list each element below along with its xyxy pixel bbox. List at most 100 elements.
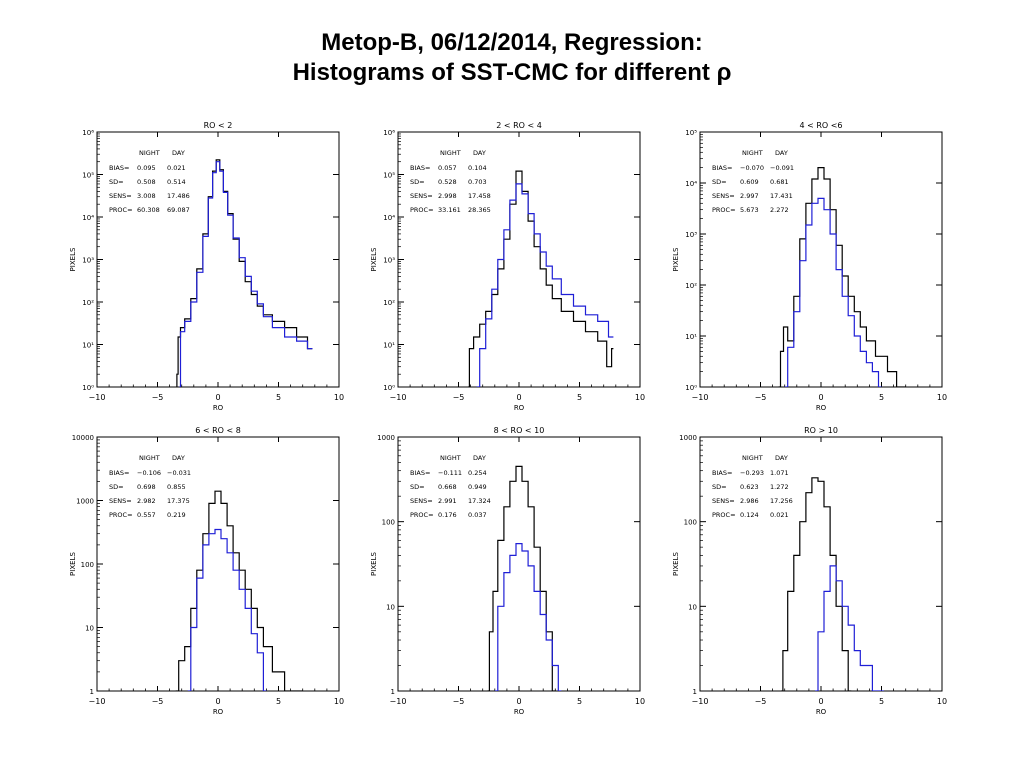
y-tick-label: 10	[85, 625, 94, 633]
stats-label: PROC=	[109, 206, 133, 214]
panel-title: 6 < RO < 8	[195, 426, 241, 435]
y-tick-label: 10³	[383, 257, 395, 265]
stats-night-value: 0.124	[740, 511, 759, 519]
panel-title: RO < 2	[204, 121, 233, 130]
y-tick-label: 10000	[72, 434, 94, 442]
slide-title-line2: Histograms of SST-CMC for different ρ	[292, 59, 732, 86]
stats-day-value: 0.021	[770, 511, 789, 519]
y-axis-label: PIXELS	[69, 552, 77, 576]
x-tick-label: 10	[937, 393, 947, 402]
plot-frame	[96, 131, 340, 388]
stats-label: SENS=	[410, 192, 433, 200]
stats-night-value: 0.176	[438, 511, 457, 519]
day-series-line	[476, 183, 614, 387]
y-tick-label: 10¹	[383, 342, 395, 350]
histogram-panel-4: 6 < RO < 8 −10 −5 0 5 10 RO 1 10 100 1000 10000 PIXE…	[69, 426, 344, 716]
night-series-line	[175, 490, 303, 691]
y-tick-label: 1	[693, 688, 697, 696]
stats-header-day: DAY	[473, 454, 486, 462]
night-series-line	[487, 465, 556, 691]
y-tick-label: 10⁴	[685, 180, 697, 188]
stats-day-value: −0.031	[167, 469, 191, 477]
stats-night-value: 0.609	[740, 178, 759, 186]
y-tick-label: 1000	[76, 498, 94, 506]
day-series-line	[179, 161, 313, 387]
stats-header-day: DAY	[775, 149, 788, 157]
stats-label: PROC=	[109, 511, 133, 519]
stats-day-value: 17.458	[468, 192, 491, 200]
stats-label: PROC=	[410, 511, 434, 519]
x-tick-label: 0	[818, 697, 823, 706]
y-tick-label: 1000	[377, 434, 395, 442]
stats-night-value: −0.293	[740, 469, 764, 477]
stats-day-value: 2.272	[770, 206, 789, 214]
stats-label: SENS=	[109, 497, 132, 505]
x-tick-label: 0	[516, 393, 521, 402]
y-tick-label: 10⁵	[383, 172, 395, 180]
stats-night-value: 33.161	[438, 206, 461, 214]
stats-night-value: 2.991	[438, 497, 457, 505]
x-tick-label: 0	[215, 697, 220, 706]
y-tick-label: 10⁴	[383, 214, 395, 222]
stats-day-value: 0.855	[167, 483, 186, 491]
stats-night-value: −0.111	[438, 469, 462, 477]
stats-label: SENS=	[109, 192, 132, 200]
y-tick-label: 10⁰	[82, 384, 94, 392]
stats-night-value: 0.508	[137, 178, 156, 186]
stats-day-value: −0.091	[770, 164, 794, 172]
x-tick-label: 10	[635, 393, 645, 402]
x-tick-label: −5	[152, 393, 164, 402]
histogram-panel-2: 2 < RO < 4 −10 −5 0 5 10 RO 10⁰ 10¹ 10² 10³ 10⁴ 10⁵ 1…	[370, 121, 645, 412]
y-tick-label: 10⁵	[82, 172, 94, 180]
stats-night-value: 0.528	[438, 178, 457, 186]
x-tick-label: 5	[276, 697, 281, 706]
x-tick-label: −5	[453, 697, 465, 706]
stats-night-value: 0.057	[438, 164, 457, 172]
y-tick-label: 10	[386, 603, 395, 611]
stats-label: SD=	[109, 483, 124, 491]
slide-title-line1: Metop-B, 06/12/2014, Regression:	[321, 29, 703, 56]
stats-label: SENS=	[712, 497, 735, 505]
slide-title: Metop-B, 06/12/2014, Regression: Histogr…	[0, 28, 1024, 88]
x-tick-label: −10	[390, 393, 407, 402]
stats-label: PROC=	[410, 206, 434, 214]
y-tick-label: 1	[90, 688, 94, 696]
stats-day-value: 17.431	[770, 192, 793, 200]
stats-night-value: 5.673	[740, 206, 759, 214]
stats-night-value: 60.308	[137, 206, 160, 214]
y-axis-label: PIXELS	[672, 552, 680, 576]
histogram-panel-5: 8 < RO < 10 −10 −5 0 5 10 RO 1 10 100 1000 PIXELS NI…	[370, 426, 645, 716]
stats-day-value: 1.272	[770, 483, 789, 491]
panel-title: RO > 10	[804, 426, 838, 435]
stats-night-value: 2.986	[740, 497, 759, 505]
x-tick-label: −5	[152, 697, 164, 706]
day-series-line	[494, 543, 562, 691]
x-tick-label: 5	[577, 393, 582, 402]
stats-header-night: NIGHT	[440, 149, 461, 157]
x-tick-label: −10	[692, 393, 709, 402]
x-tick-label: −10	[390, 697, 407, 706]
stats-night-value: 0.095	[137, 164, 156, 172]
y-tick-label: 10⁶	[82, 129, 94, 137]
stats-night-value: 0.698	[137, 483, 156, 491]
y-tick-label: 10²	[685, 282, 697, 290]
x-axis-label: RO	[213, 404, 224, 412]
night-series-line	[468, 170, 614, 387]
y-tick-label: 10¹	[685, 333, 697, 341]
y-tick-label: 10⁴	[82, 214, 94, 222]
stats-label: BIAS=	[410, 469, 430, 477]
histogram-panel-3: 4 < RO <6 −10 −5 0 5 10 RO 10⁰ 10¹ 10² 10³ 10⁴ 10⁵ PI…	[672, 121, 947, 412]
histogram-panel-6: RO > 10 −10 −5 0 5 10 RO 1 10 100 1000 PIXELS NIGHT D…	[672, 426, 947, 716]
stats-label: SD=	[410, 483, 425, 491]
day-series-line	[784, 197, 882, 387]
x-tick-label: 10	[635, 697, 645, 706]
stats-label: SD=	[712, 178, 727, 186]
y-tick-label: 10³	[685, 231, 697, 239]
histogram-panel-1: RO < 2 −10 −5 0 5 10 RO 10⁰ 10¹ 10² 10³ 10⁴ 10⁵ 10⁶ PI…	[69, 121, 344, 412]
x-axis-label: RO	[514, 404, 525, 412]
y-tick-label: 1	[391, 688, 395, 696]
day-series-line	[815, 565, 884, 691]
stats-night-value: 2.982	[137, 497, 156, 505]
y-tick-label: 10³	[82, 257, 94, 265]
